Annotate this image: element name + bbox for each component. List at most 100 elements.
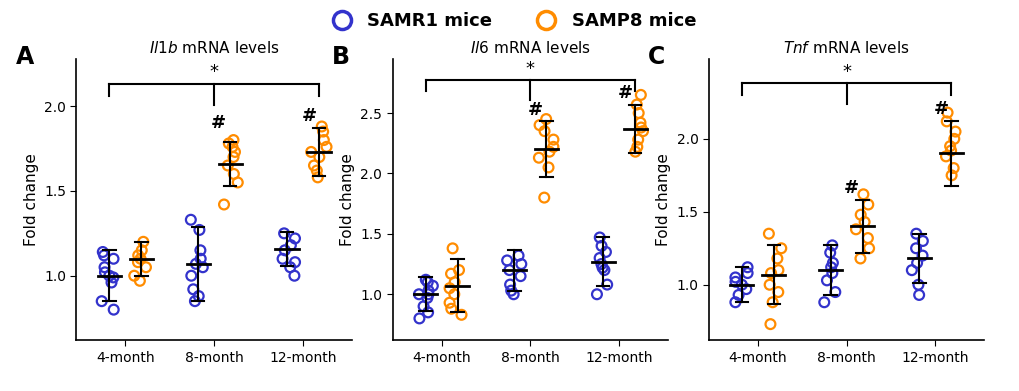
Point — [286, 273, 303, 279]
Point — [276, 230, 292, 237]
Point — [598, 282, 614, 288]
Point — [131, 278, 148, 284]
Point — [310, 174, 326, 181]
Point — [502, 287, 519, 294]
Point — [500, 267, 517, 273]
Point — [315, 137, 331, 143]
Title: $\it{Il6}$ mRNA levels: $\it{Il6}$ mRNA levels — [470, 40, 590, 56]
Text: A: A — [16, 45, 34, 68]
Point — [945, 165, 961, 171]
Point — [225, 154, 242, 160]
Point — [126, 273, 143, 279]
Point — [191, 293, 207, 299]
Point — [937, 118, 954, 124]
Point — [513, 261, 529, 267]
Point — [318, 144, 334, 150]
Point — [826, 289, 843, 295]
Point — [105, 256, 121, 262]
Point — [420, 291, 436, 298]
Text: #: # — [618, 84, 633, 102]
Point — [276, 247, 292, 253]
Point — [419, 279, 435, 285]
Point — [947, 129, 963, 135]
Point — [914, 238, 930, 244]
Point — [219, 162, 235, 169]
Point — [311, 154, 327, 160]
Point — [942, 147, 958, 154]
Point — [129, 259, 146, 265]
Point — [282, 264, 299, 270]
Point — [597, 249, 613, 255]
Point — [229, 179, 246, 186]
Point — [419, 295, 435, 301]
Point — [133, 247, 150, 253]
Point — [442, 271, 459, 277]
Point — [536, 128, 552, 134]
Point — [530, 154, 546, 161]
Point — [822, 264, 839, 270]
Point — [97, 269, 113, 276]
Point — [903, 267, 919, 273]
Point — [411, 291, 427, 298]
Point — [730, 292, 746, 298]
Point — [537, 116, 553, 122]
Point — [941, 143, 957, 149]
Point — [860, 245, 876, 251]
Text: #: # — [527, 101, 542, 119]
Point — [498, 257, 515, 264]
Point — [192, 247, 208, 253]
Point — [306, 162, 322, 169]
Point — [824, 260, 841, 266]
Point — [907, 245, 923, 251]
Point — [727, 274, 743, 281]
Point — [441, 285, 458, 291]
Point — [591, 255, 607, 261]
Point — [632, 92, 648, 98]
Point — [632, 120, 648, 126]
Point — [815, 299, 832, 305]
Point — [216, 201, 232, 208]
Point — [540, 164, 556, 170]
Point — [446, 279, 463, 285]
Point — [195, 264, 211, 270]
Point — [541, 149, 557, 155]
Point — [738, 286, 754, 292]
Point — [823, 242, 840, 249]
Point — [450, 267, 467, 273]
Point — [138, 264, 154, 270]
Point — [821, 249, 838, 256]
Point — [505, 291, 522, 298]
Point — [910, 292, 926, 298]
Y-axis label: Fold change: Fold change — [655, 153, 671, 246]
Point — [545, 136, 561, 143]
Point — [630, 110, 646, 116]
Text: #: # — [933, 100, 949, 118]
Point — [763, 299, 780, 305]
Point — [182, 217, 199, 223]
Point — [444, 245, 461, 251]
Point — [593, 243, 609, 249]
Y-axis label: Fold change: Fold change — [339, 153, 355, 246]
Text: #: # — [843, 179, 858, 197]
Point — [545, 144, 561, 150]
Point — [420, 309, 436, 316]
Point — [630, 136, 646, 143]
Point — [634, 128, 650, 134]
Point — [193, 256, 209, 262]
Y-axis label: Fold change: Fold change — [23, 153, 39, 246]
Point — [105, 274, 121, 281]
Title: $\it{Tnf}$ mRNA levels: $\it{Tnf}$ mRNA levels — [783, 40, 909, 56]
Point — [769, 267, 786, 273]
Point — [512, 273, 528, 279]
Text: B: B — [332, 45, 350, 68]
Point — [224, 144, 240, 150]
Point — [184, 286, 201, 292]
Point — [739, 264, 755, 270]
Point — [852, 255, 868, 262]
Point — [628, 101, 644, 108]
Text: *: * — [526, 60, 534, 78]
Point — [445, 291, 462, 298]
Point — [303, 149, 319, 155]
Point — [94, 298, 110, 304]
Text: *: * — [842, 63, 850, 81]
